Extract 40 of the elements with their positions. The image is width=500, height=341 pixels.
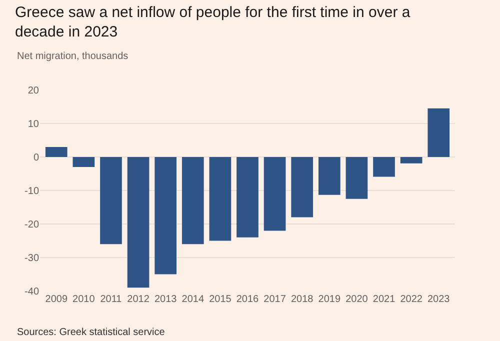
x-tick-label: 2015: [209, 294, 232, 305]
bar: [209, 157, 232, 241]
y-tick-label: -20: [24, 220, 40, 230]
bar: [182, 157, 204, 244]
y-tick-label: 0: [33, 152, 40, 164]
x-tick-label: 2016: [236, 294, 260, 305]
chart-title: Greece saw a net inflow of people for the first time in over a decade in 2023: [15, 4, 411, 41]
y-tick-label: -30: [24, 253, 40, 264]
bar: [291, 157, 314, 218]
bar: [318, 157, 340, 195]
bar: [72, 157, 95, 168]
bar: [400, 157, 422, 164]
y-tick-label: 20: [28, 86, 40, 96]
bar: [264, 157, 286, 231]
x-tick-label: 2020: [346, 294, 368, 305]
bar: [127, 157, 150, 288]
x-tick-label: 2010: [72, 294, 96, 305]
bar: [428, 108, 450, 157]
bar: [45, 146, 68, 157]
x-tick-label: 2013: [154, 294, 178, 305]
bar: [373, 157, 395, 177]
x-tick-label: 2019: [318, 294, 341, 305]
x-tick-label: 2022: [400, 294, 423, 305]
bar: [154, 157, 177, 274]
bar: [100, 157, 122, 244]
x-tick-label: 2023: [427, 294, 450, 305]
x-tick-label: 2011: [100, 294, 122, 305]
y-tick-label: -10: [24, 186, 40, 197]
x-tick-label: 2021: [372, 294, 396, 305]
bar: [346, 157, 368, 199]
x-tick-label: 2018: [290, 294, 314, 305]
y-tick-label: 10: [28, 119, 40, 130]
x-tick-label: 2012: [127, 294, 150, 305]
x-tick-label: 2014: [182, 294, 204, 305]
x-tick-label: 2009: [45, 294, 68, 305]
chart-subtitle: Net migration, thousands: [17, 51, 128, 62]
bar: [236, 157, 258, 238]
source-note: Sources: Greek statistical service: [17, 327, 166, 338]
x-tick-label: 2017: [264, 294, 286, 305]
y-tick-label: -40: [24, 286, 40, 298]
